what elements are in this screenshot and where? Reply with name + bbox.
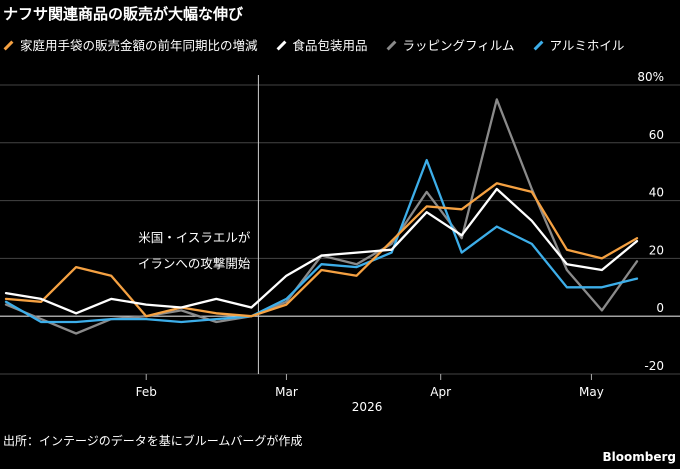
x-tick-label: Feb	[136, 385, 157, 399]
x-tick-label: May	[579, 385, 604, 399]
legend-label-gloves: 家庭用手袋の販売金額の前年同期比の増減	[20, 37, 258, 53]
bloomberg-logo: Bloomberg	[602, 450, 677, 464]
y-tick-label: 80%	[637, 70, 664, 84]
y-tick-label: 40	[649, 186, 664, 200]
legend-item-food-packaging: 食品包装用品	[276, 36, 368, 56]
x-year-label: 2026	[352, 400, 383, 414]
legend-label-aluminum-foil: アルミホイル	[549, 37, 625, 53]
legend-label-wrap-film: ラッピングフィルム	[402, 37, 515, 53]
x-tick-label: Mar	[275, 385, 298, 399]
source-note: 出所：インテージのデータを基にブルームバーグが作成	[3, 434, 303, 448]
legend-label-food-packaging: 食品包装用品	[292, 37, 368, 53]
legend-item-wrap-film: ラッピングフィルム	[386, 36, 515, 56]
event-annotation: 米国・イスラエルが	[138, 230, 251, 245]
x-tick-label: Apr	[430, 385, 451, 399]
legend-item-gloves: 家庭用手袋の販売金額の前年同期比の増減	[3, 36, 258, 56]
y-tick-label: 60	[649, 128, 664, 142]
series-line-1	[4, 187, 639, 315]
legend: 家庭用手袋の販売金額の前年同期比の増減 食品包装用品 ラッピングフィルム アルミ…	[3, 33, 663, 56]
legend-item-aluminum-foil: アルミホイル	[533, 36, 625, 56]
series-line-2	[4, 98, 639, 335]
chart-title: ナフサ関連商品の販売が大幅な伸び	[3, 5, 244, 23]
y-tick-label: 0	[656, 301, 664, 315]
y-tick-label: -20	[644, 359, 664, 373]
series-line-3	[4, 158, 639, 324]
series-line-0	[4, 182, 639, 318]
event-annotation: イランへの攻撃開始	[138, 256, 251, 271]
y-tick-label: 20	[649, 243, 664, 257]
